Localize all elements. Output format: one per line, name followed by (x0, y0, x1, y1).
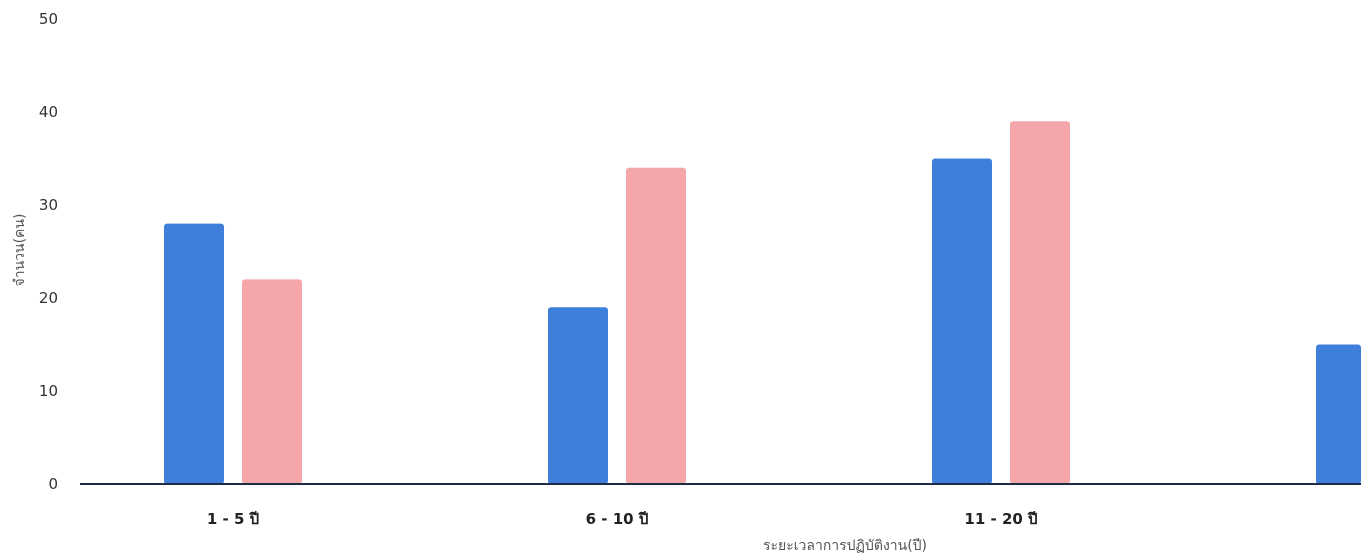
y-tick-label: 20 (39, 289, 58, 307)
x-category-label: 6 - 10 ปี (586, 510, 649, 528)
bar-series-1-cat-2 (548, 307, 608, 484)
x-category-label: 1 - 5 ปี (207, 510, 259, 528)
bar-series-1-cat-1 (164, 223, 224, 484)
y-axis-ticks: 0 10 20 30 40 50 (39, 10, 58, 493)
bar-marks (164, 121, 1361, 485)
bar-series-1-cat-3 (932, 158, 992, 484)
bar-series-2-cat-2 (626, 167, 686, 485)
x-category-label: 11 - 20 ปี (964, 510, 1037, 528)
bar-series-2-cat-3 (1010, 121, 1070, 485)
y-axis-title: จำนวน(คน) (12, 214, 28, 287)
bar-series-1-cat-4 (1316, 344, 1361, 484)
y-tick-label: 30 (39, 196, 58, 214)
y-tick-label: 0 (48, 475, 58, 493)
y-tick-label: 10 (39, 382, 58, 400)
bar-series-2-cat-1 (242, 279, 302, 484)
x-axis-categories: 1 - 5 ปี 6 - 10 ปี 11 - 20 ปี (207, 510, 1038, 528)
y-tick-label: 50 (39, 10, 58, 28)
x-axis-title: ระยะเวลาการปฏิบัติงาน(ปี) (763, 538, 927, 554)
y-tick-label: 40 (39, 103, 58, 121)
